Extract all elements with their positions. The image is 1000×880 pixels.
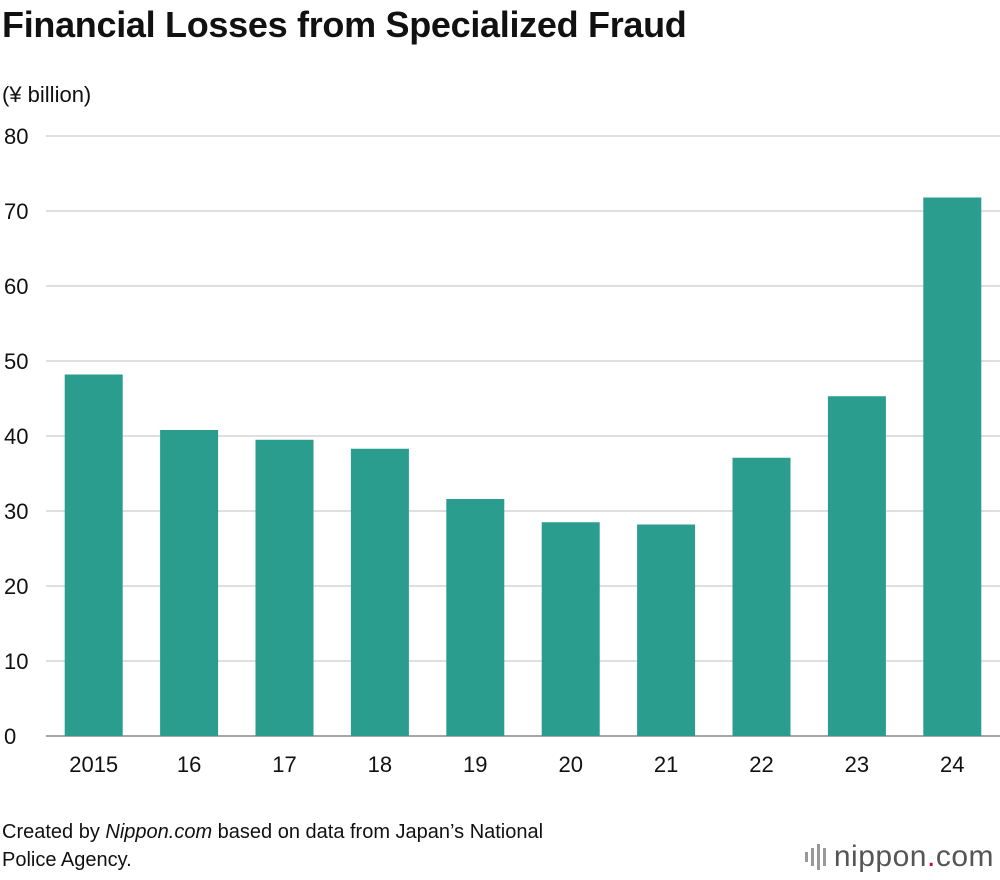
y-tick-label: 10 — [4, 649, 28, 674]
source-line2: Police Agency. — [2, 849, 132, 871]
source-suffix: based on data from Japan’s National — [212, 821, 544, 843]
chart-title: Financial Losses from Specialized Fraud — [2, 4, 687, 45]
x-tick-label: 18 — [368, 752, 392, 777]
nippon-logo: nippon. com — [804, 840, 994, 874]
x-tick-label: 24 — [940, 752, 964, 777]
logo-dot: . — [926, 840, 936, 873]
logo-name: nippon — [833, 840, 927, 873]
source-credit: Created by Nippon.com based on data from… — [2, 818, 702, 874]
x-tick-label: 20 — [558, 752, 582, 777]
y-tick-label: 70 — [4, 199, 28, 224]
x-tick-label: 2015 — [69, 752, 118, 777]
bar-16 — [160, 430, 219, 736]
y-tick-label: 50 — [4, 349, 28, 374]
bar-24 — [923, 197, 982, 736]
bar-17 — [255, 439, 314, 736]
x-tick-label: 23 — [845, 752, 869, 777]
source-name: Nippon.com — [105, 821, 213, 843]
y-tick-label: 20 — [4, 574, 28, 599]
bar-chart: 0 10 20 30 40 50 60 70 80 2015 16 17 18 19 20 21 22 23 24 — [4, 124, 1000, 777]
x-tick-label: 19 — [463, 752, 487, 777]
bar-21 — [637, 524, 696, 736]
bar-22 — [732, 457, 791, 736]
y-tick-label: 80 — [4, 124, 28, 149]
y-tick-label: 40 — [4, 424, 28, 449]
x-tick-label: 17 — [272, 752, 296, 777]
bar-2015 — [64, 374, 123, 736]
bar-23 — [827, 396, 886, 736]
y-tick-label: 0 — [4, 724, 16, 749]
bar-18 — [350, 448, 409, 736]
x-tick-label: 21 — [654, 752, 678, 777]
logo-bars-icon — [804, 844, 826, 870]
y-axis-unit-label: (¥ billion) — [2, 82, 92, 107]
logo-tld: com — [935, 840, 994, 873]
y-tick-label: 60 — [4, 274, 28, 299]
x-tick-label: 22 — [749, 752, 773, 777]
y-tick-label: 30 — [4, 499, 28, 524]
source-prefix: Created by — [2, 821, 106, 843]
bar-19 — [446, 499, 505, 736]
bar-20 — [541, 522, 600, 736]
x-tick-label: 16 — [177, 752, 201, 777]
